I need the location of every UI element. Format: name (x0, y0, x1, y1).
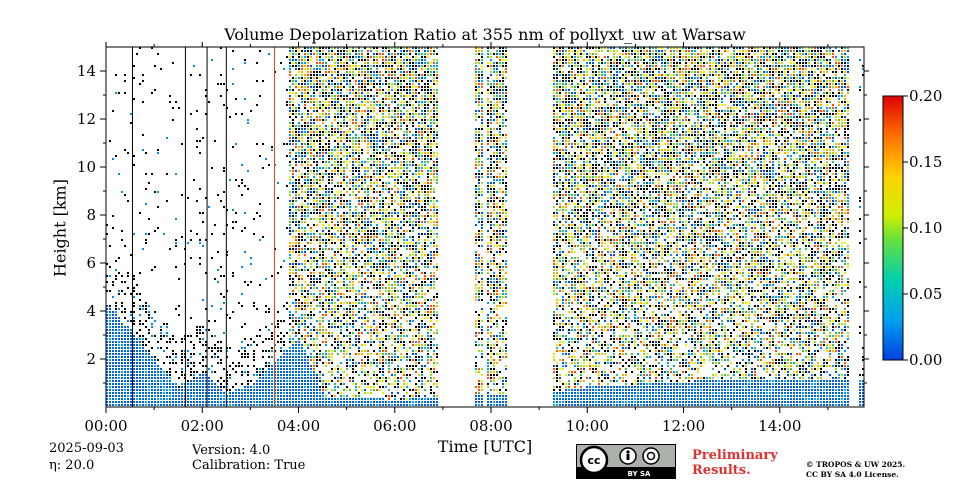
eta-label: η: 20.0 (49, 458, 95, 473)
y-tick-label: 4 (86, 302, 96, 320)
colorbar-axis: 0.00 0.05 0.10 0.15 0.20 (903, 87, 942, 369)
svg-text:cc: cc (587, 454, 600, 467)
x-tick-label: 08:00 (469, 417, 512, 435)
colorbar (882, 95, 904, 361)
x-tick-label: 06:00 (373, 417, 416, 435)
y-axis: 2 4 6 8 10 12 14 (77, 62, 869, 384)
x-tick-label: 12:00 (662, 417, 705, 435)
colorbar-tick-label: 0.05 (909, 285, 942, 303)
speckle-layer (106, 311, 861, 406)
y-tick-label: 6 (86, 254, 96, 272)
y-tick-label: 14 (77, 62, 96, 80)
plot-frame (105, 46, 865, 408)
colorbar-tick-label: 0.15 (909, 153, 942, 171)
speckle-layer (109, 53, 864, 391)
colorbar-tick-label: 0.00 (909, 351, 942, 369)
y-axis-label: Height [km] (50, 179, 70, 277)
colorbar-tick-label: 0.10 (909, 219, 942, 237)
x-tick-label: 14:00 (758, 417, 801, 435)
calibration-label: Calibration: True (192, 458, 306, 473)
speckle-layer (289, 47, 849, 400)
preliminary-note: Preliminary Results. (692, 448, 778, 478)
y-tick-label: 10 (77, 158, 96, 176)
copyright-line-1: © TROPOS & UW 2025. (806, 460, 906, 469)
x-tick-label: 02:00 (181, 417, 224, 435)
y-tick-label: 2 (86, 350, 96, 368)
colorbar-tick-label: 0.20 (909, 87, 942, 105)
chart-title: Volume Depolarization Ratio at 355 nm of… (224, 25, 746, 44)
heatmap-area (106, 47, 864, 407)
x-axis: 00:00 02:00 04:00 06:00 08:00 10:00 12:00 14:00 (84, 42, 829, 435)
preliminary-line-1: Preliminary (692, 448, 778, 463)
speckle-layer (289, 47, 849, 400)
copyright-line-2: CC BY SA 4.0 License. (806, 470, 899, 479)
speckle-layer (106, 47, 864, 400)
date-label: 2025-09-03 (49, 441, 124, 456)
cc-icon (579, 445, 609, 475)
badge-text: BY SA (628, 470, 652, 478)
cc-license-badge: cc BY SA (576, 444, 676, 479)
sa-icon (642, 447, 660, 465)
copyright-note: © TROPOS & UW 2025. CC BY SA 4.0 License… (806, 460, 905, 480)
version-label: Version: 4.0 (192, 443, 271, 458)
speckle-layer (289, 47, 849, 400)
x-tick-label: 00:00 (84, 417, 127, 435)
preliminary-line-2: Results. (692, 463, 751, 478)
x-axis-label: Time [UTC] (437, 437, 533, 456)
x-tick-label: 04:00 (277, 417, 320, 435)
y-tick-label: 8 (86, 206, 96, 224)
y-tick-label: 12 (77, 110, 96, 128)
x-tick-label: 10:00 (566, 417, 609, 435)
speckle-layer (106, 305, 864, 406)
